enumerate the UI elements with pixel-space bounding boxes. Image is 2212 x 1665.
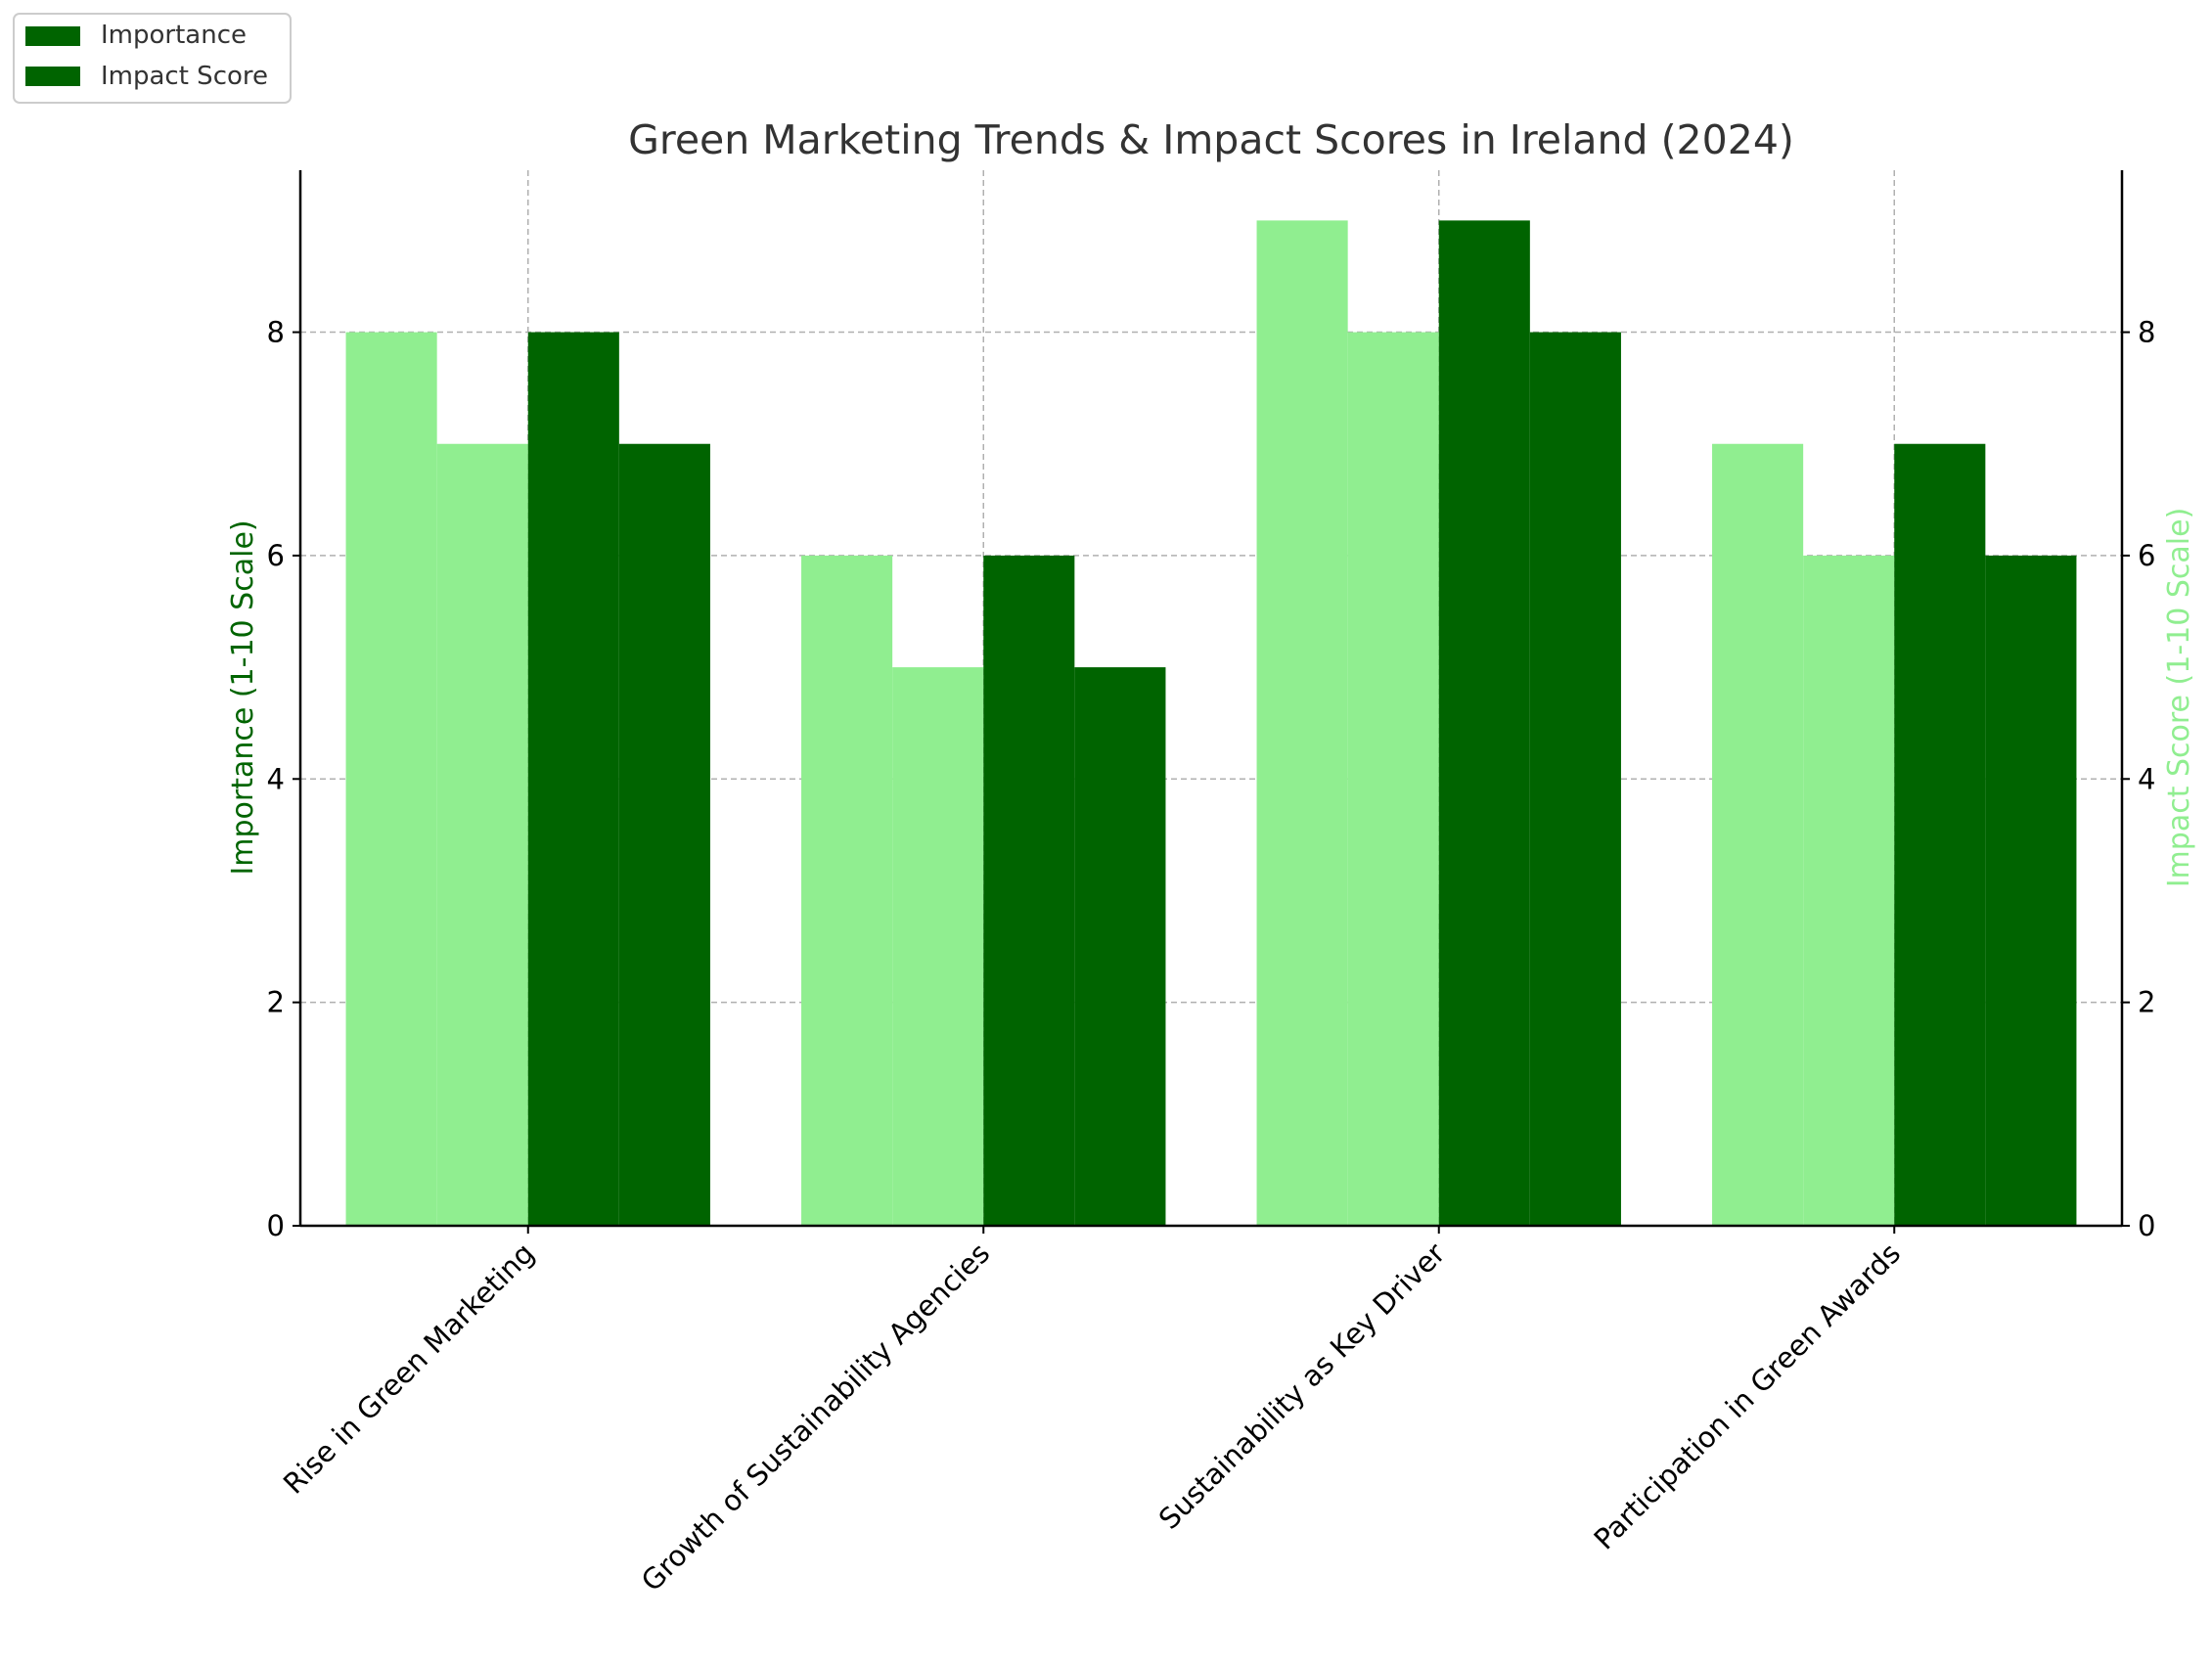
legend-frame [13, 13, 292, 104]
chart-title: Green Marketing Trends & Impact Scores i… [628, 116, 1794, 163]
bar-impact-score-left [1803, 555, 1895, 1226]
bar-importance-left [801, 555, 893, 1226]
left-tick-label: 8 [267, 316, 285, 349]
bar-importance-left [1256, 220, 1348, 1226]
axes-layer [298, 170, 2124, 1228]
right-tick-label: 2 [2138, 986, 2155, 1019]
x-tick-label: Growth of Sustainability Agencies [635, 1237, 996, 1598]
right-axis-label: Impact Score (1-10 Scale) [2162, 508, 2196, 888]
bar-impact-score-left [892, 667, 984, 1226]
bar-importance-right [983, 555, 1075, 1226]
bar-impact-score-right [618, 443, 710, 1227]
bar-impact-score-right [1985, 555, 2077, 1226]
left-tick-label: 2 [267, 986, 285, 1019]
left-tick-label: 0 [267, 1209, 285, 1242]
left-tick-label: 6 [267, 539, 285, 572]
bar-importance-right [527, 332, 619, 1226]
x-tick-label: Sustainability as Key Driver [1152, 1237, 1452, 1536]
left-tick-label: 4 [267, 762, 285, 795]
x-tick-label: Participation in Green Awards [1587, 1237, 1907, 1556]
legend-label-impact-score: Impact Score [101, 62, 268, 91]
x-tick-label: Rise in Green Marketing [277, 1237, 541, 1501]
legend-swatch-importance [25, 26, 80, 46]
bar-impact-score-left [1347, 332, 1439, 1226]
left-axis-label: Importance (1-10 Scale) [226, 519, 260, 875]
right-tick-label: 0 [2138, 1209, 2155, 1242]
bar-importance-right [1894, 443, 1986, 1227]
bar-impact-score-left [436, 443, 528, 1227]
bars-layer [345, 220, 2077, 1227]
legend-swatch-impact-score [25, 67, 80, 86]
bar-importance-right [1438, 220, 1530, 1226]
legend-label-importance: Importance [101, 21, 247, 50]
right-tick-label: 6 [2138, 539, 2155, 572]
right-tick-label: 8 [2138, 316, 2155, 349]
legend: Importance Impact Score [13, 13, 292, 104]
bar-importance-left [1712, 443, 1804, 1227]
right-tick-label: 4 [2138, 762, 2155, 795]
bar-impact-score-right [1529, 332, 1621, 1226]
bar-importance-left [345, 332, 437, 1226]
bar-impact-score-right [1074, 667, 1166, 1226]
